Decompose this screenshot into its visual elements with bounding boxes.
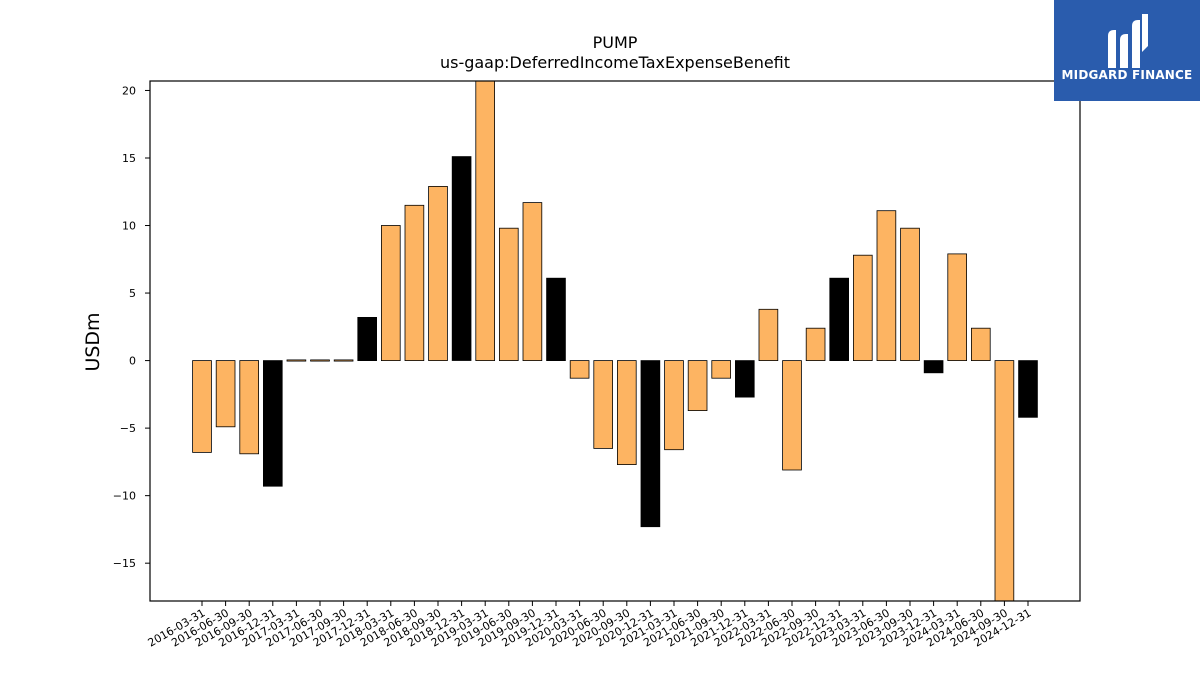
bar-2017-03-31 — [286, 359, 307, 362]
y-tick-label: 10 — [122, 220, 136, 233]
bar-2023-03-31 — [853, 254, 873, 361]
bar-2018-09-30 — [428, 185, 448, 361]
bar-2023-09-30 — [900, 227, 920, 361]
bar-2016-09-30 — [239, 360, 260, 455]
bar-2024-09-30 — [994, 360, 1015, 602]
bar-2016-03-31 — [192, 360, 212, 453]
bar-2021-03-31 — [664, 360, 684, 451]
bar-2017-12-31 — [357, 316, 377, 361]
plot-frame — [149, 80, 1081, 602]
y-tick-label: −10 — [113, 490, 136, 503]
bar-2021-12-31 — [735, 360, 755, 398]
y-tick-label: 15 — [122, 152, 136, 165]
bar-2018-03-31 — [380, 225, 401, 362]
bar-2023-12-31 — [923, 360, 944, 374]
bar-2019-09-30 — [522, 202, 543, 362]
bar-2024-06-30 — [971, 327, 991, 362]
y-tick-label: −15 — [113, 557, 136, 570]
logo-mark-icon — [1108, 14, 1148, 68]
brand-logo: MIDGARD FINANCE — [1054, 0, 1200, 101]
y-axis: −15 −10 −5 0 5 10 15 20 — [113, 84, 150, 570]
bar-2019-06-30 — [498, 227, 519, 361]
bar-2022-06-30 — [782, 360, 802, 471]
bar-2024-12-31 — [1018, 360, 1038, 418]
y-tick-label: 5 — [129, 287, 136, 300]
bars-group — [192, 80, 1038, 602]
bar-2020-09-30 — [617, 360, 637, 466]
bar-2020-06-30 — [593, 360, 613, 449]
bar-2018-06-30 — [404, 204, 425, 362]
y-tick-label: 0 — [129, 355, 136, 368]
bar-2020-12-31 — [640, 360, 661, 528]
chart-subtitle: us-gaap:DeferredIncomeTaxExpenseBenefit — [440, 53, 790, 72]
bar-2016-06-30 — [215, 360, 236, 428]
bar-2019-03-31 — [475, 80, 495, 362]
chart-title: PUMP — [593, 33, 638, 52]
logo-text: MIDGARD FINANCE — [1061, 68, 1193, 82]
bar-2017-06-30 — [310, 359, 330, 362]
y-tick-label: 20 — [122, 84, 136, 97]
bar-2022-03-31 — [758, 308, 779, 361]
bar-2021-06-30 — [687, 360, 708, 412]
y-axis-label: USDm — [82, 312, 104, 371]
bar-2017-09-30 — [333, 359, 354, 362]
y-tick-label: −5 — [120, 422, 136, 435]
bar-2019-12-31 — [546, 277, 566, 362]
bar-2018-12-31 — [451, 156, 472, 361]
bar-2020-03-31 — [569, 360, 590, 379]
bar-2016-12-31 — [262, 360, 283, 487]
bar-2024-03-31 — [947, 253, 967, 361]
x-axis: 2016-03-312016-06-302016-09-302016-12-31… — [146, 601, 1034, 650]
bar-2023-06-30 — [876, 210, 897, 361]
bar-2021-09-30 — [711, 360, 731, 379]
bar-2022-09-30 — [805, 327, 826, 362]
bar-2022-12-31 — [829, 277, 849, 362]
